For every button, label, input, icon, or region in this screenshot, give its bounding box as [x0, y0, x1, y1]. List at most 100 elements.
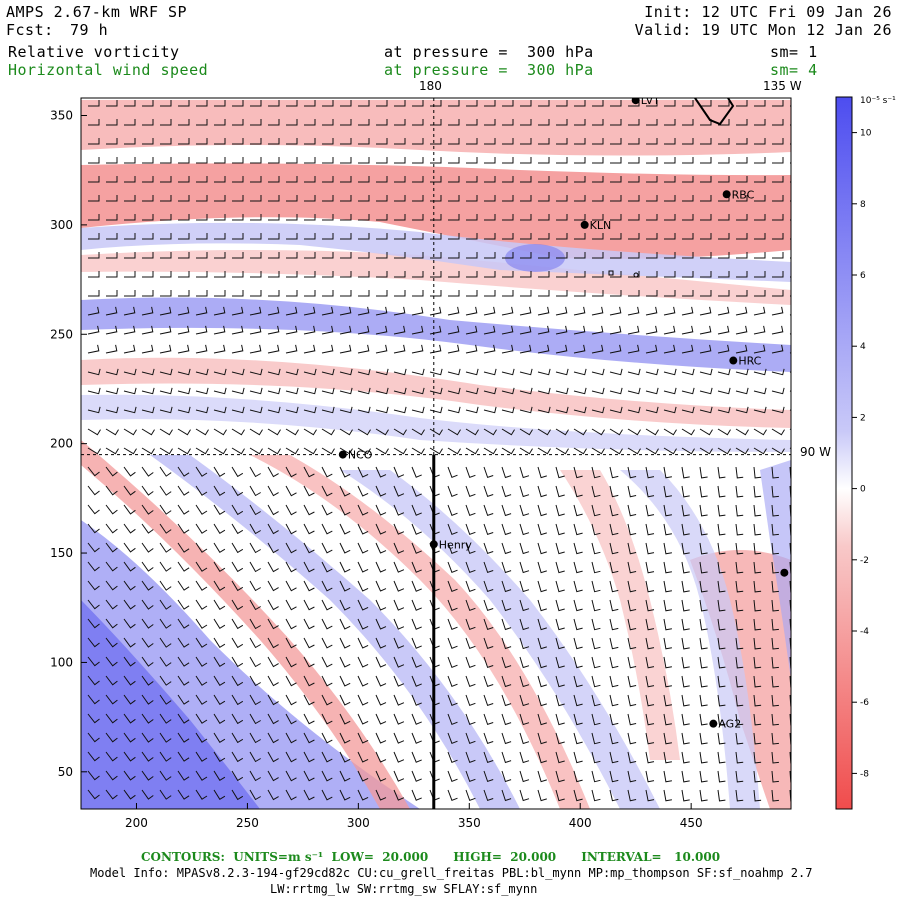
wind-barb [699, 406, 713, 414]
wind-barb [735, 523, 744, 536]
wind-barb [105, 466, 118, 477]
wind-barb [754, 214, 766, 221]
wind-barb [627, 637, 637, 650]
wind-barb [538, 176, 550, 183]
wind-barb [375, 599, 387, 611]
wind-barb [483, 504, 494, 517]
wind-barb [375, 428, 389, 436]
wind-barb [447, 523, 458, 535]
wind-barb [87, 387, 101, 395]
wind-barb [160, 214, 172, 221]
wind-barb [321, 428, 335, 436]
wind-barb [718, 176, 730, 183]
wind-barb [339, 732, 351, 744]
wind-barb [177, 387, 191, 395]
wind-barb [735, 675, 744, 688]
wind-barb [267, 618, 279, 630]
wind-barb [268, 214, 280, 221]
wind-barb [537, 406, 551, 414]
wind-barb [123, 368, 137, 376]
wind-barb [699, 306, 712, 316]
wind-barb [610, 271, 622, 278]
wind-barb [573, 344, 586, 354]
wind-barb [771, 789, 779, 802]
wind-barb [645, 344, 658, 354]
wind-barb [537, 523, 547, 536]
station-marker [709, 719, 718, 728]
wind-barb [88, 100, 100, 107]
wind-barb [213, 368, 227, 376]
wind-barb [592, 214, 604, 221]
wind-barb [465, 656, 476, 669]
wind-barb [141, 406, 155, 414]
station-label: Henry [439, 538, 473, 551]
wind-barb [591, 542, 601, 555]
wind-barb [394, 138, 406, 145]
wind-barb [339, 325, 352, 335]
wind-barb [159, 542, 172, 553]
wind-barb [735, 599, 744, 612]
wind-barb [213, 694, 226, 705]
wind-barb [196, 138, 208, 145]
wind-barb [645, 656, 655, 669]
wind-barb [520, 195, 532, 202]
wind-barb [159, 789, 172, 800]
vorticity-swirl [505, 244, 565, 272]
wind-barb [267, 406, 281, 414]
wind-barb [411, 561, 422, 573]
wind-barb [267, 542, 279, 554]
wind-barb [699, 542, 708, 555]
wind-barb [231, 580, 244, 592]
wind-barb [574, 157, 586, 164]
wind-barb [789, 352, 791, 354]
wind-barb [304, 233, 316, 240]
wind-barb [555, 561, 565, 574]
wind-barb [519, 656, 530, 669]
wind-barb [484, 157, 496, 164]
wind-barb [682, 100, 694, 107]
wind-barb [555, 485, 565, 498]
wind-barb [177, 675, 190, 686]
wind-barb [627, 675, 637, 688]
wind-barb [285, 344, 298, 354]
wind-barb [285, 523, 297, 535]
wind-barb [519, 732, 530, 745]
wind-barb [519, 523, 530, 536]
wind-barb [231, 485, 244, 497]
wind-barb [213, 344, 226, 354]
wind-barb [609, 466, 619, 479]
wind-barb [213, 428, 227, 436]
wind-barb [772, 290, 784, 297]
vorticity-band-neg-right2 [560, 470, 680, 760]
wind-barb [717, 542, 726, 555]
wind-barb [735, 406, 749, 414]
wind-barb [285, 387, 299, 395]
wind-barb [447, 599, 458, 611]
wind-barb [411, 637, 422, 649]
wind-barb [213, 387, 227, 395]
wind-barb [213, 466, 226, 477]
wind-barb [250, 195, 262, 202]
wind-barb [268, 252, 280, 259]
wind-barb [231, 694, 244, 706]
wind-barb [196, 214, 208, 221]
wind-barb [501, 387, 515, 395]
wind-barb [87, 466, 100, 477]
wind-barb [501, 466, 512, 479]
colorbar-tick-label: 4 [860, 342, 866, 352]
wind-barb [646, 233, 658, 240]
wind-barb [519, 713, 530, 726]
wind-barb [537, 732, 547, 745]
wind-barb [394, 252, 406, 259]
wind-barb [249, 770, 261, 782]
wind-barb [142, 233, 154, 240]
wind-barb [789, 409, 791, 411]
wind-barb [645, 523, 655, 536]
wind-barb [771, 447, 785, 455]
wind-barb [645, 580, 655, 593]
wind-barb [177, 523, 190, 534]
wind-barb [627, 504, 637, 517]
wind-barb [340, 252, 352, 259]
wind-barb [357, 751, 369, 763]
wind-barb [214, 195, 226, 202]
